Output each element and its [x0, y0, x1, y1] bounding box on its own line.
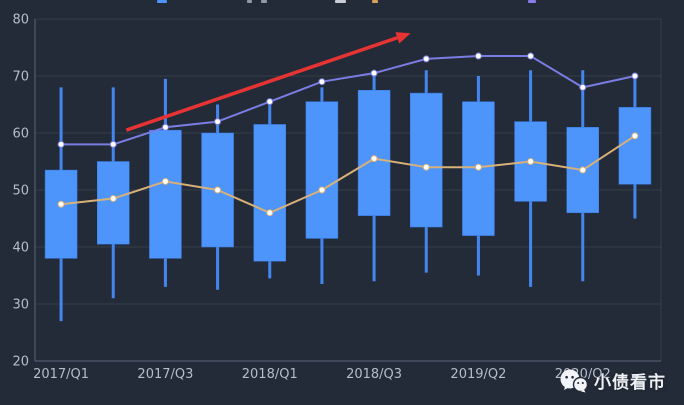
range-box: [357, 90, 391, 216]
lower-line-marker: [57, 200, 65, 208]
range-box: [410, 92, 443, 228]
lower-line-marker: [474, 163, 482, 171]
y-axis-tick-label: 50: [12, 184, 29, 199]
x-axis-tick-label: 2018/Q1: [242, 367, 298, 382]
legend-fragment: [335, 0, 346, 3]
upper-line-marker: [422, 55, 430, 63]
upper-line: [61, 55, 636, 146]
watermark-text: 小债看市: [594, 373, 666, 393]
upper-line-marker: [527, 52, 535, 60]
y-axis-tick-label: 20: [12, 355, 29, 370]
y-axis-tick-label: 70: [12, 70, 29, 85]
trend-arrow-head: [395, 32, 411, 44]
x-axis-tick-label: 2019/Q2: [450, 367, 506, 382]
wechat-icon: [560, 369, 589, 392]
lower-line-marker: [422, 163, 430, 171]
upper-line-marker: [579, 83, 587, 91]
y-axis-tick-label: 30: [12, 298, 29, 313]
lower-line-marker: [266, 209, 274, 217]
lower-line-marker: [109, 195, 117, 203]
range-box: [149, 129, 182, 259]
x-axis-tick-label: 2018/Q3: [346, 367, 402, 382]
legend-fragment: [157, 0, 167, 3]
watermark: 小债看市: [559, 368, 666, 393]
range-box: [305, 101, 339, 239]
y-axis-tick-label: 80: [12, 13, 29, 28]
upper-line-marker: [161, 123, 169, 131]
legend-fragment: [247, 0, 252, 3]
legend-fragment: [261, 0, 267, 3]
upper-line-marker: [631, 72, 639, 80]
lower-line-marker: [527, 158, 535, 165]
x-axis-tick-label: 2017/Q3: [137, 367, 193, 382]
trend-arrow-shaft: [125, 36, 398, 132]
upper-line-marker: [109, 140, 117, 148]
range-box: [253, 124, 286, 262]
y-axis-tick-label: 40: [12, 241, 29, 256]
x-axis-tick-label: 2017/Q1: [33, 367, 89, 382]
upper-line-marker: [57, 140, 65, 148]
range-box: [44, 169, 78, 259]
y-axis-tick-label: 60: [12, 127, 29, 142]
lower-line-marker: [318, 186, 326, 194]
upper-line-marker: [266, 98, 274, 106]
lower-line-marker: [579, 166, 587, 174]
lower-line-marker: [370, 155, 378, 163]
upper-line-marker: [474, 52, 482, 60]
upper-line-marker: [370, 69, 378, 77]
upper-line-marker: [318, 78, 326, 86]
lower-line-marker: [631, 132, 639, 140]
lower-line-marker: [161, 177, 169, 185]
lower-line: [60, 135, 636, 214]
legend-fragment: [372, 0, 378, 3]
range-box: [618, 107, 652, 185]
upper-line-marker: [214, 118, 222, 126]
legend-fragment: [528, 0, 536, 3]
lower-line-marker: [214, 186, 222, 194]
range-box: [97, 161, 130, 245]
